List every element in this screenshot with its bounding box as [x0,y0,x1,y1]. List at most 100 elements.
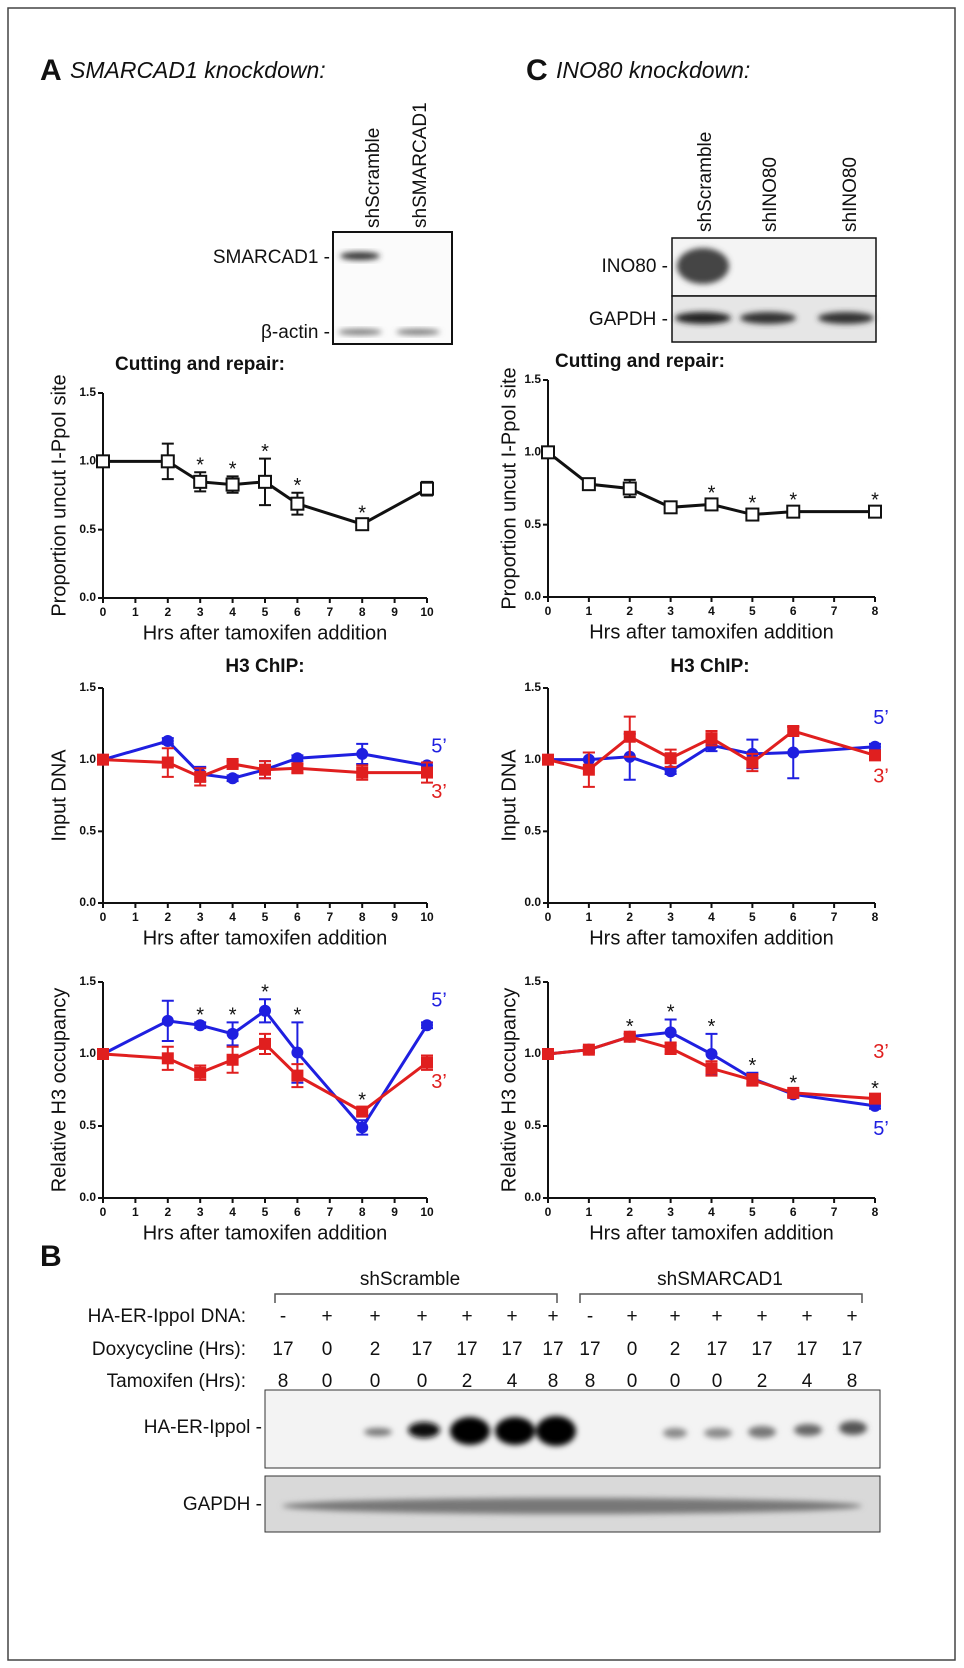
significance-marker: * [229,1005,237,1027]
x-tick-label: 1 [586,604,593,618]
band [450,1417,490,1445]
marker [787,747,799,759]
x-tick-label: 5 [749,910,756,924]
y-tick-label: 0.5 [79,1118,96,1132]
condition-cell: + [506,1306,517,1327]
x-tick-label: 4 [708,910,715,924]
significance-marker: * [358,502,366,524]
y-tick-label: 0.0 [79,590,96,604]
group-label: shSMARCAD1 [657,1269,783,1290]
x-tick-label: 8 [872,1205,879,1219]
x-tick-label: 10 [420,605,434,619]
x-tick-label: 1 [132,605,139,619]
x-tick-label: 5 [749,604,756,618]
x-tick-label: 6 [790,604,797,618]
marker [356,1121,368,1133]
significance-marker: * [748,492,756,514]
x-tick-label: 10 [420,910,434,924]
x-tick-label: 3 [197,910,204,924]
y-tick-label: 0.0 [524,1190,541,1204]
marker [356,767,368,779]
condition-cell: 8 [585,1371,596,1392]
significance-marker: * [667,1002,675,1024]
x-tick-label: 8 [359,605,366,619]
condition-cell: 8 [548,1371,559,1392]
x-tick-label: 5 [262,910,269,924]
condition-cell: 17 [542,1339,563,1360]
y-axis-label: Proportion uncut I-PpoI site [498,367,520,609]
x-tick-label: 1 [132,1205,139,1219]
condition-cell: 4 [507,1371,518,1392]
x-tick-label: 6 [294,605,301,619]
marker [421,1019,433,1031]
lane-label: shINO80 [760,157,781,232]
x-tick-label: 0 [545,604,552,618]
x-tick-label: 4 [708,1205,715,1219]
y-axis-label: Input DNA [48,749,70,842]
row-label: SMARCAD1 - [213,247,330,268]
series-label: 3’ [873,1041,889,1063]
x-tick-label: 8 [872,910,879,924]
condition-cell: 0 [627,1339,638,1360]
x-tick-label: 3 [197,1205,204,1219]
band [839,1421,867,1435]
marker [624,731,636,743]
x-tick-label: 7 [831,604,838,618]
x-tick-label: 2 [164,1205,171,1219]
row-label: Tamoxifen (Hrs): [107,1371,246,1392]
y-tick-label: 1.0 [79,454,96,468]
x-tick-label: 7 [326,605,333,619]
marker [787,725,799,737]
condition-cell: + [711,1306,722,1327]
x-tick-label: 6 [790,1205,797,1219]
marker [162,1015,174,1027]
y-tick-label: 0.0 [524,895,541,909]
x-tick-label: 0 [100,605,107,619]
x-axis-label: Hrs after tamoxifen addition [589,1222,834,1244]
x-tick-label: 1 [586,910,593,924]
marker [542,754,554,766]
band [818,312,874,324]
group-label: shScramble [360,1269,460,1290]
x-axis-label: Hrs after tamoxifen addition [143,927,388,949]
x-tick-label: 2 [626,1205,633,1219]
x-tick-label: 5 [749,1205,756,1219]
condition-cell: + [756,1306,767,1327]
marker [665,1042,677,1054]
marker [665,501,677,513]
x-tick-label: 10 [420,1205,434,1219]
condition-cell: + [669,1306,680,1327]
x-tick-label: 6 [790,910,797,924]
series-label: 3’ [431,781,447,803]
marker [665,1026,677,1038]
marker [97,455,109,467]
band [663,1428,687,1438]
lane-label: shScramble [363,128,384,228]
y-tick-label: 1.5 [79,385,96,399]
x-tick-label: 4 [229,1205,236,1219]
band [748,1426,776,1438]
band [340,252,380,260]
y-tick-label: 0.5 [524,824,541,838]
significance-marker: * [196,455,204,477]
x-tick-label: 6 [294,910,301,924]
row-label: INO80 - [601,256,668,277]
condition-cell: 0 [370,1371,381,1392]
y-tick-label: 0.0 [79,1190,96,1204]
marker [583,764,595,776]
band [338,329,382,335]
marker [583,1044,595,1056]
x-tick-label: 4 [708,604,715,618]
series-label: 5’ [431,989,447,1011]
row-label: Doxycycline (Hrs): [92,1339,246,1360]
significance-marker: * [789,1072,797,1094]
panel-title: SMARCAD1 knockdown: [70,57,326,83]
marker [291,498,303,510]
marker [227,1028,239,1040]
x-tick-label: 7 [831,910,838,924]
marker [291,1070,303,1082]
condition-cell: 8 [278,1371,289,1392]
significance-marker: * [871,1078,879,1100]
x-tick-label: 0 [100,910,107,924]
x-tick-label: 2 [626,604,633,618]
